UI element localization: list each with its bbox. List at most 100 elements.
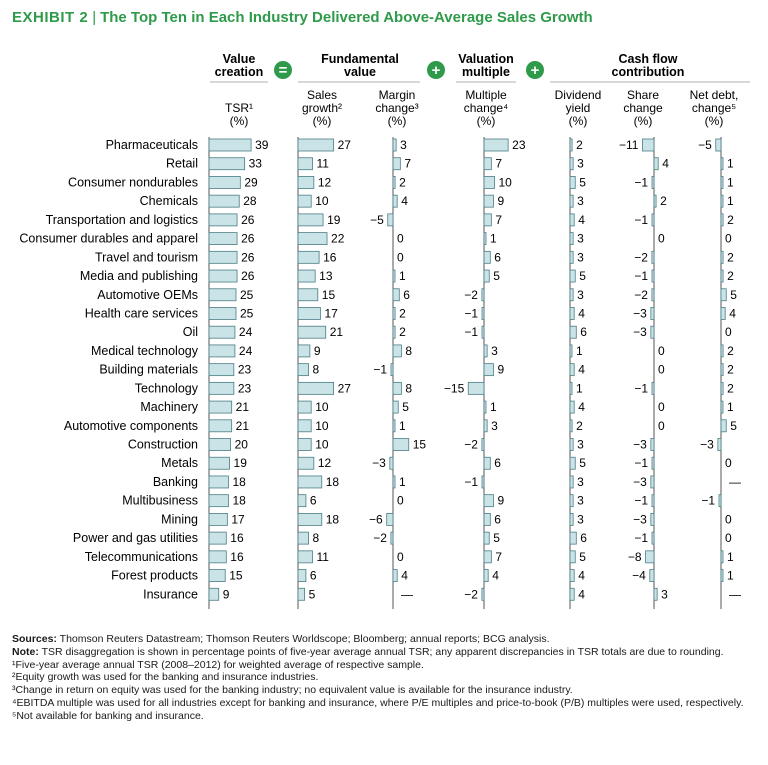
row-label: Consumer nondurables bbox=[68, 175, 198, 189]
value-label-multiple_change: 23 bbox=[512, 138, 526, 152]
value-label-margin_change: 0 bbox=[397, 550, 404, 564]
value-label-sales_growth: 18 bbox=[326, 475, 340, 489]
value-label-sales_growth: 15 bbox=[322, 288, 336, 302]
value-label-margin_change: 5 bbox=[402, 400, 409, 414]
value-label-sales_growth: 10 bbox=[315, 438, 329, 452]
value-label-multiple_change: 3 bbox=[491, 344, 498, 358]
value-label-dividend_yield: 6 bbox=[580, 531, 587, 545]
value-label-tsr: 26 bbox=[241, 250, 255, 264]
column-header-margin_change: (%) bbox=[388, 114, 407, 128]
bar-dividend_yield bbox=[569, 419, 573, 433]
value-label-net_debt_change: 2 bbox=[727, 344, 734, 358]
value-label-net_debt_change: 5 bbox=[730, 288, 737, 302]
value-label-margin_change: 0 bbox=[397, 250, 404, 264]
bar-dividend_yield bbox=[569, 438, 574, 451]
bar-sales_growth bbox=[297, 176, 315, 189]
bar-sales_growth bbox=[297, 269, 316, 283]
value-label-dividend_yield: 4 bbox=[578, 569, 585, 583]
value-label-share_change: −1 bbox=[634, 213, 648, 227]
bar-net_debt_change bbox=[717, 438, 722, 451]
bar-multiple_change bbox=[483, 494, 494, 508]
bar-net_debt_change bbox=[720, 213, 724, 227]
column-header-multiple_change: Multiple bbox=[465, 88, 507, 102]
value-label-sales_growth: 6 bbox=[310, 569, 317, 583]
bar-share_change bbox=[650, 307, 655, 320]
bar-sales_growth bbox=[297, 456, 315, 470]
value-label-margin_change: 15 bbox=[413, 438, 427, 452]
value-label-multiple_change: 7 bbox=[495, 213, 502, 227]
bar-dividend_yield bbox=[569, 194, 574, 208]
bar-multiple_change bbox=[483, 176, 495, 189]
value-label-sales_growth: 27 bbox=[338, 138, 352, 152]
bar-sales_growth bbox=[297, 344, 311, 358]
bar-margin_change bbox=[389, 456, 394, 470]
value-label-tsr: 20 bbox=[235, 438, 249, 452]
value-label-dividend_yield: 5 bbox=[579, 550, 586, 564]
bar-share_change bbox=[651, 494, 655, 508]
bar-sales_growth bbox=[297, 587, 305, 601]
bar-dividend_yield bbox=[569, 232, 574, 246]
value-label-dividend_yield: 4 bbox=[578, 587, 585, 601]
value-label-share_change: −3 bbox=[633, 475, 647, 489]
group-header-fundamental: value bbox=[344, 65, 376, 79]
value-label-multiple_change: −1 bbox=[464, 306, 478, 320]
value-label-margin_change: 2 bbox=[399, 306, 406, 320]
value-label-tsr: 25 bbox=[240, 288, 254, 302]
value-label-share_change: −8 bbox=[628, 550, 642, 564]
value-label-sales_growth: 6 bbox=[310, 494, 317, 508]
value-label-net_debt_change: 1 bbox=[727, 175, 734, 189]
bar-dividend_yield bbox=[569, 344, 573, 358]
bar-tsr bbox=[208, 475, 229, 489]
row-label: Media and publishing bbox=[80, 269, 198, 283]
value-label-multiple_change: 6 bbox=[494, 250, 501, 264]
value-label-margin_change: 2 bbox=[399, 325, 406, 339]
value-label-share_change: 0 bbox=[658, 419, 665, 433]
value-label-sales_growth: 22 bbox=[331, 232, 345, 246]
value-label-net_debt_change: 5 bbox=[730, 419, 737, 433]
row-label: Retail bbox=[166, 157, 198, 171]
row-label: Insurance bbox=[143, 587, 198, 601]
value-label-tsr: 33 bbox=[249, 157, 263, 171]
bar-multiple_change bbox=[483, 213, 492, 227]
value-label-sales_growth: 27 bbox=[338, 381, 352, 395]
value-label-tsr: 16 bbox=[230, 550, 244, 564]
value-label-sales_growth: 8 bbox=[313, 531, 320, 545]
bar-tsr bbox=[208, 419, 233, 433]
value-missing: — bbox=[729, 587, 741, 601]
value-label-sales_growth: 5 bbox=[309, 587, 316, 601]
bar-net_debt_change bbox=[720, 194, 724, 208]
value-label-tsr: 26 bbox=[241, 232, 255, 246]
bar-share_change bbox=[651, 288, 655, 302]
bar-tsr bbox=[208, 269, 238, 283]
bar-sales_growth bbox=[297, 400, 312, 414]
bar-dividend_yield bbox=[569, 513, 574, 526]
bar-dividend_yield bbox=[569, 550, 576, 564]
value-label-share_change: −2 bbox=[634, 250, 648, 264]
value-label-sales_growth: 9 bbox=[314, 344, 321, 358]
title-separator: | bbox=[92, 9, 97, 26]
group-header-cashflow: contribution bbox=[612, 65, 685, 79]
value-label-share_change: −11 bbox=[619, 138, 639, 152]
value-label-tsr: 29 bbox=[244, 175, 258, 189]
bar-net_debt_change bbox=[720, 157, 724, 171]
group-header-value_creation: Value bbox=[223, 52, 256, 66]
bar-share_change bbox=[645, 550, 655, 564]
bar-share_change bbox=[651, 381, 655, 395]
value-label-dividend_yield: 3 bbox=[577, 288, 584, 302]
value-label-tsr: 26 bbox=[241, 213, 255, 227]
row-label: Mining bbox=[161, 512, 198, 526]
bar-share_change bbox=[651, 531, 655, 545]
value-label-net_debt_change: 1 bbox=[727, 157, 734, 171]
bar-sales_growth bbox=[297, 213, 324, 227]
value-label-tsr: 26 bbox=[241, 269, 255, 283]
value-label-multiple_change: 9 bbox=[497, 494, 504, 508]
value-label-dividend_yield: 3 bbox=[577, 494, 584, 508]
value-label-net_debt_change: 4 bbox=[729, 306, 736, 320]
bar-margin_change bbox=[392, 307, 396, 320]
bar-dividend_yield bbox=[569, 587, 575, 601]
bar-tsr bbox=[208, 438, 232, 451]
bar-sales_growth bbox=[297, 307, 321, 320]
bar-sales_growth bbox=[297, 381, 335, 395]
value-label-multiple_change: 6 bbox=[494, 512, 501, 526]
column-header-dividend_yield: yield bbox=[566, 101, 591, 115]
